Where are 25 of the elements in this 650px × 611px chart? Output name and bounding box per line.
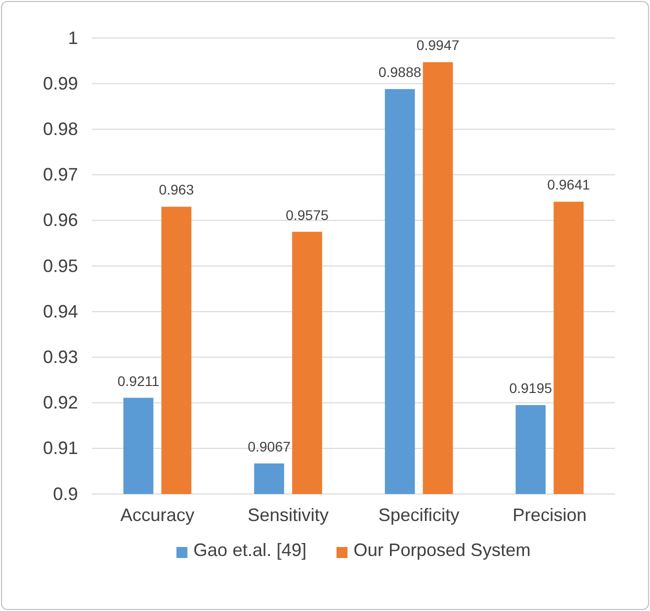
y-tick-label: 0.96 [42, 210, 78, 230]
y-tick-label: 0.93 [42, 346, 78, 367]
data-label: 0.9575 [286, 206, 329, 223]
x-tick-label: Accuracy [120, 504, 194, 525]
legend-label: Our Porposed System [354, 540, 531, 560]
y-tick-label: 0.94 [42, 301, 78, 322]
x-tick-label: Specificity [378, 504, 460, 525]
y-tick-label: 0.99 [42, 73, 78, 94]
y-tick-label: 0.95 [42, 256, 78, 276]
data-label: 0.9067 [248, 438, 291, 454]
data-label: 0.9888 [378, 64, 422, 80]
data-label: 0.9211 [117, 372, 160, 389]
data-label: 0.9195 [509, 380, 552, 396]
y-tick-label: 0.91 [42, 438, 78, 458]
data-label: 0.9947 [416, 37, 460, 54]
y-tick-label: 0.92 [42, 392, 78, 413]
data-label: 0.9641 [547, 176, 590, 193]
y-tick-label: 0.9 [52, 484, 78, 504]
y-tick-label: 0.97 [42, 164, 78, 185]
x-tick-label: Precision [512, 504, 587, 525]
data-label: 0.963 [158, 182, 194, 198]
y-tick-label: 1 [68, 28, 78, 48]
y-tick-label: 0.98 [42, 118, 78, 139]
x-tick-label: Sensitivity [248, 504, 329, 525]
legend-label: Gao et.al. [49] [193, 540, 306, 560]
